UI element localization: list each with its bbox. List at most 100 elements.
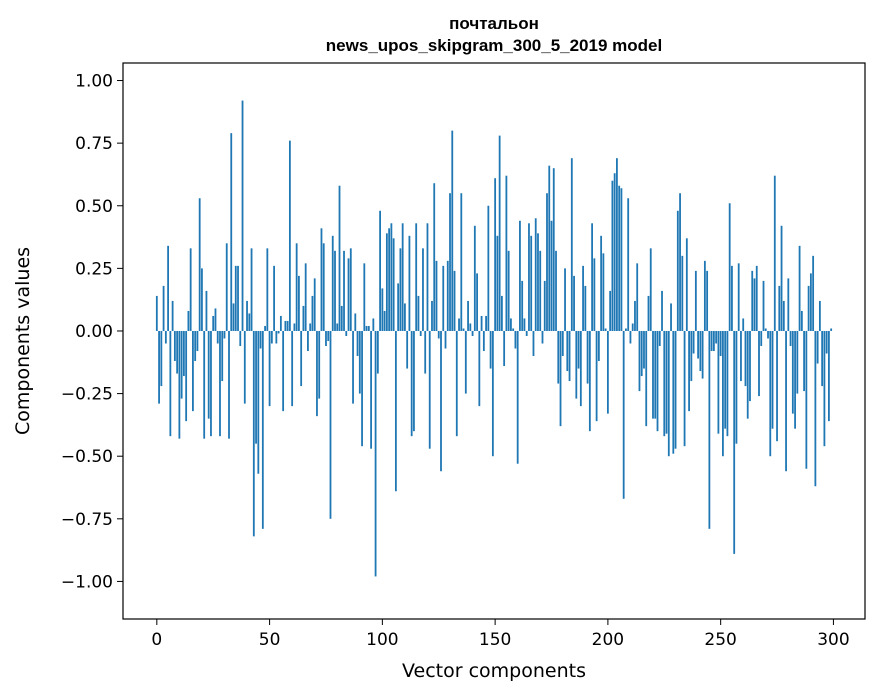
bar	[629, 330, 632, 344]
bar	[785, 330, 787, 472]
bar	[746, 330, 749, 419]
bar	[365, 325, 368, 331]
bar	[225, 243, 228, 331]
bar	[812, 255, 815, 331]
bar	[302, 305, 305, 331]
bar	[422, 248, 424, 331]
bar	[494, 178, 497, 331]
bar	[652, 330, 654, 419]
bar	[710, 330, 713, 352]
bar	[239, 330, 242, 347]
bar	[546, 193, 548, 331]
bar	[543, 280, 546, 331]
bar	[510, 318, 512, 331]
bar	[433, 183, 436, 331]
bar	[410, 330, 413, 437]
bar	[645, 330, 648, 427]
bar	[428, 330, 431, 449]
bar	[316, 330, 318, 417]
bar	[478, 330, 481, 407]
bar	[627, 198, 630, 331]
bar	[467, 300, 469, 331]
bar	[548, 165, 551, 331]
bar	[620, 188, 623, 331]
bar	[805, 330, 808, 469]
x-tick-label: 50	[259, 630, 281, 650]
bar	[830, 328, 833, 331]
bar	[487, 205, 490, 331]
bar	[257, 330, 260, 474]
bar	[618, 185, 621, 331]
bar	[597, 330, 600, 362]
y-tick-label: −1.00	[61, 572, 113, 592]
bar	[489, 330, 492, 369]
y-tick-label: 0.25	[75, 259, 113, 279]
bar	[787, 278, 790, 331]
bar	[158, 330, 160, 404]
bar	[372, 318, 375, 331]
bar	[388, 228, 391, 331]
bar	[521, 280, 524, 331]
bar	[625, 328, 627, 331]
bar	[460, 193, 463, 331]
bar	[376, 330, 379, 374]
bar	[482, 330, 485, 352]
bar	[676, 210, 679, 331]
bar	[223, 330, 226, 339]
bar	[722, 330, 724, 457]
bar	[701, 330, 704, 379]
bar	[606, 330, 609, 414]
bar	[670, 303, 672, 331]
chart-subtitle: news_upos_skipgram_300_5_2019 model	[326, 36, 662, 55]
x-tick-label: 300	[817, 630, 849, 650]
bar	[455, 330, 458, 437]
bar	[555, 250, 557, 331]
bar	[449, 193, 451, 331]
bar	[268, 330, 271, 407]
bar	[744, 330, 747, 387]
bar	[307, 330, 309, 352]
bar	[212, 315, 215, 331]
bar	[264, 325, 266, 331]
bar	[394, 330, 397, 492]
bar	[679, 193, 681, 331]
bar	[814, 330, 817, 487]
bar	[575, 330, 578, 399]
bar	[638, 330, 641, 392]
bar	[516, 330, 519, 464]
bar	[760, 330, 763, 347]
bar	[654, 330, 657, 419]
bar	[683, 330, 686, 447]
bar	[697, 330, 699, 359]
y-tick-label: 1.00	[75, 72, 113, 92]
bar	[230, 133, 233, 331]
bar	[794, 330, 796, 429]
bar	[690, 330, 693, 382]
bar	[374, 330, 377, 577]
bar	[724, 330, 727, 429]
bar	[823, 330, 826, 447]
bar	[588, 330, 591, 432]
bar	[613, 173, 616, 331]
bar	[708, 330, 711, 529]
bar	[404, 303, 406, 331]
bar	[232, 303, 235, 331]
bar	[266, 248, 269, 331]
bar	[304, 263, 307, 331]
bar	[737, 263, 740, 331]
x-tick-label: 250	[704, 630, 736, 650]
bar	[778, 285, 781, 331]
bar	[453, 270, 456, 331]
bar	[667, 330, 670, 457]
bar	[514, 330, 517, 349]
x-axis-ticks: 0 50 100 150 200 250 300	[151, 619, 850, 650]
y-tick-label: −0.75	[61, 510, 113, 530]
bar	[205, 290, 208, 331]
bar	[505, 175, 508, 331]
bar	[622, 330, 625, 499]
bar	[216, 330, 219, 344]
bar	[295, 243, 298, 331]
bar	[719, 330, 722, 357]
bar	[769, 330, 772, 457]
